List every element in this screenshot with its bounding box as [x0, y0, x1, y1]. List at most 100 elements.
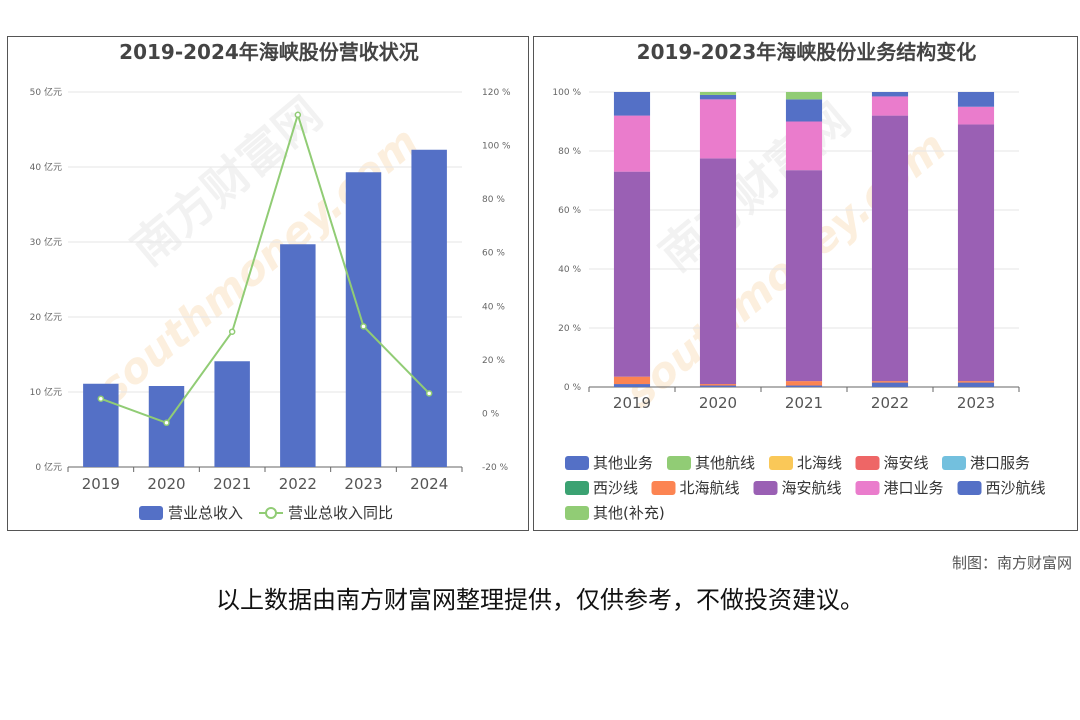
segment-其他航线-2021	[785, 92, 823, 100]
segment-其他业务-2023	[957, 92, 995, 107]
legend-label: 海安航线	[782, 479, 842, 497]
legend-swatch	[942, 456, 966, 470]
legend-label: 其他(补充)	[593, 504, 665, 522]
legend-swatch	[855, 456, 880, 470]
legend-label: 其他航线	[695, 454, 755, 472]
legend-label: 其他业务	[593, 454, 653, 472]
yoy-line	[100, 111, 430, 425]
x-tick-label: 2023	[344, 475, 382, 493]
legend-label: 北海航线	[680, 479, 740, 497]
legend-swatch	[667, 456, 691, 470]
y-tick-label: 100 %	[552, 88, 581, 98]
segment-其他业务-2021	[785, 99, 823, 122]
yoy-point-2019	[97, 395, 105, 402]
chart-title: 2019-2023年海峡股份业务结构变化	[637, 40, 977, 64]
segment-海安航线-2022	[871, 115, 909, 382]
yoy-point-2024	[425, 390, 433, 397]
y-tick-label: 0 %	[564, 383, 582, 393]
yoy-point-2022	[294, 111, 302, 119]
segment-西沙航线-2021	[785, 385, 823, 387]
y-right-tick-label: 0 %	[482, 409, 500, 419]
legend-swatch	[753, 481, 778, 495]
y-right-tick-label: 100 %	[482, 142, 511, 152]
x-tick-label: 2020	[147, 475, 185, 493]
segment-其他业务-2022	[871, 92, 909, 97]
segment-海安航线-2023	[957, 124, 995, 382]
segment-北海航线-2023	[957, 381, 995, 383]
y-right-tick-label: 120 %	[482, 88, 511, 98]
business-structure-chart: southmoney.com南方财富网2019-2023年海峡股份业务结构变化0…	[552, 40, 1046, 522]
x-tick-label: 2022	[279, 475, 317, 493]
legend-swatch-yoy-marker	[265, 507, 277, 519]
y-right-tick-label: 20 %	[482, 356, 505, 366]
y-left-tick-label: 10 亿元	[30, 386, 62, 398]
y-right-tick-label: 40 %	[482, 302, 505, 312]
yoy-point-2020	[163, 419, 170, 427]
x-tick-label: 2021	[785, 394, 823, 412]
segment-北海航线-2019	[613, 376, 651, 385]
segment-其他业务-2020	[699, 94, 737, 100]
y-left-tick-label: 40 亿元	[30, 161, 62, 173]
x-tick-label: 2020	[699, 394, 737, 412]
legend-label: 北海线	[797, 454, 842, 472]
legend-swatch-revenue	[139, 506, 163, 520]
y-tick-label: 60 %	[558, 206, 581, 216]
segment-港口业务-2020	[699, 99, 737, 159]
business-structure-chart-panel: southmoney.com 南方财富网 2019-2023年海峡股份业务结构变化 0…	[533, 36, 1078, 531]
y-tick-label: 20 %	[558, 324, 581, 334]
segment-北海航线-2021	[785, 381, 823, 386]
bar-2024	[411, 149, 447, 467]
legend-label-yoy: 营业总收入同比	[288, 504, 393, 522]
segment-其他业务-2019	[613, 92, 651, 116]
y-left-tick-label: 0 亿元	[35, 461, 62, 473]
x-tick-label: 2022	[871, 394, 909, 412]
legend-label: 海安线	[884, 454, 929, 472]
bar-2023	[345, 172, 382, 467]
legend-swatch	[565, 456, 589, 470]
y-tick-label: 40 %	[558, 265, 581, 275]
y-left-tick-label: 30 亿元	[30, 236, 62, 248]
disclaimer-text: 以上数据由南方财富网整理提供，仅供参考，不做投资建议。	[216, 586, 864, 614]
yoy-point-2021	[228, 328, 236, 335]
segment-港口业务-2021	[785, 121, 823, 171]
bar-2022	[280, 244, 316, 467]
bar-2020	[148, 386, 185, 467]
y-right-tick-label: 80 %	[482, 195, 505, 205]
yoy-point-2023	[360, 323, 367, 330]
y-left-tick-label: 20 亿元	[30, 311, 62, 323]
y-right-tick-label: -20 %	[482, 463, 509, 473]
bar-2021	[214, 361, 250, 467]
legend-label: 西沙线	[593, 479, 638, 497]
legend-swatch	[565, 481, 589, 495]
segment-北海航线-2020	[699, 384, 737, 386]
legend-swatch	[957, 481, 982, 495]
y-tick-label: 80 %	[558, 147, 581, 157]
x-tick-label: 2019	[613, 394, 651, 412]
legend-label-revenue: 营业总收入	[168, 504, 243, 522]
legend-label: 西沙航线	[986, 479, 1046, 497]
segment-西沙航线-2023	[957, 382, 995, 387]
segment-西沙航线-2019	[613, 384, 651, 387]
chart-credit: 制图：南方财富网	[951, 554, 1072, 572]
segment-海安航线-2021	[785, 170, 823, 382]
segment-其他航线-2020	[699, 92, 737, 95]
chart-title: 2019-2024年海峡股份营收状况	[119, 40, 419, 64]
segment-港口业务-2022	[871, 96, 909, 116]
x-tick-label: 2024	[410, 475, 448, 493]
segment-北海航线-2022	[871, 381, 909, 383]
legend-swatch	[855, 481, 880, 495]
legend-swatch	[565, 506, 589, 520]
legend-label: 港口业务	[884, 479, 944, 497]
x-tick-label: 2023	[957, 394, 995, 412]
y-right-tick-label: 60 %	[482, 249, 505, 259]
segment-西沙航线-2022	[871, 382, 909, 387]
revenue-chart-panel: southmoney.com 南方财富网 2019-2024年海峡股份营收状况 0 亿…	[7, 36, 529, 531]
y-left-tick-label: 50 亿元	[30, 86, 62, 98]
legend-swatch	[651, 481, 676, 495]
segment-港口业务-2023	[957, 106, 995, 125]
segment-西沙航线-2020	[699, 385, 737, 387]
segment-海安航线-2020	[699, 158, 737, 385]
legend-swatch	[769, 456, 793, 470]
x-tick-label: 2019	[82, 475, 120, 493]
